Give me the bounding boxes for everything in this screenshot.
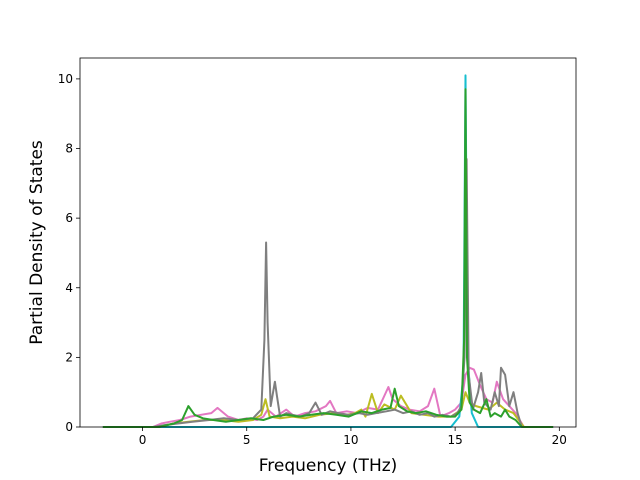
x-axis-label: Frequency (THz) — [259, 456, 398, 476]
pdos-series-line-3 — [102, 74, 554, 428]
plot-frame — [79, 57, 577, 428]
y-tick-label: 2 — [65, 350, 73, 364]
pdos-series-line-5 — [102, 88, 554, 428]
y-axis-ticks: 0 2 4 6 8 10 — [58, 72, 80, 434]
x-axis-ticks: 0 5 10 15 20 — [139, 427, 567, 447]
x-tick-label: 10 — [343, 433, 358, 447]
y-tick-label: 6 — [65, 211, 73, 225]
y-tick-label: 0 — [65, 420, 73, 434]
y-tick-label: 4 — [65, 281, 73, 295]
x-tick-label: 5 — [243, 433, 251, 447]
y-tick-label: 8 — [65, 142, 73, 156]
series-layer — [102, 74, 554, 428]
x-tick-label: 0 — [139, 433, 147, 447]
x-tick-label: 15 — [447, 433, 462, 447]
y-axis-label: Partial Density of States — [27, 140, 47, 345]
x-tick-label: 20 — [552, 433, 567, 447]
y-tick-label: 10 — [58, 72, 73, 86]
